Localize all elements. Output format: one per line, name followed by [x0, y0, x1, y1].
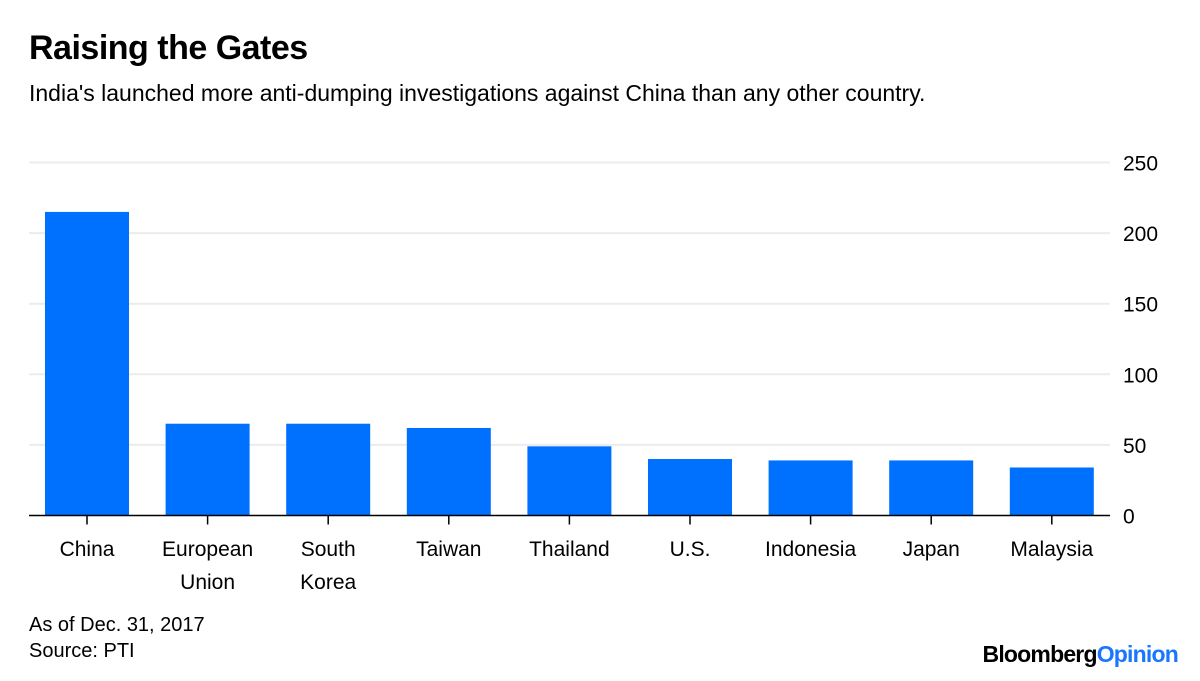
bloomberg-opinion-logo: BloombergOpinion — [982, 641, 1179, 668]
chart-subtitle: India's launched more anti-dumping inves… — [29, 80, 926, 106]
footnote-date: As of Dec. 31, 2017 — [29, 614, 205, 636]
x-category-label: European Union — [162, 538, 253, 594]
bar — [648, 459, 732, 516]
bar — [286, 423, 371, 516]
y-tick-label: 50 — [1123, 435, 1146, 458]
brand-bloomberg: Bloomberg — [982, 641, 1098, 667]
source-note: Source: PTI — [29, 640, 135, 662]
bar — [165, 423, 250, 516]
bar — [768, 460, 853, 516]
bar — [889, 460, 974, 516]
x-axis-category-labels: China European Union South Korea Taiwan Thaila… — [60, 538, 1094, 594]
bar — [527, 446, 612, 516]
bar — [406, 427, 491, 516]
y-tick-label: 250 — [1123, 153, 1158, 176]
y-tick-label: 150 — [1123, 294, 1158, 317]
x-category-label: China — [60, 538, 115, 561]
x-category-label: Japan — [903, 538, 960, 561]
y-axis-tick-labels: 0 50 100 150 200 250 — [1123, 153, 1158, 529]
x-category-label: South Korea — [300, 538, 356, 594]
x-category-label: Taiwan — [416, 538, 481, 561]
brand-opinion: Opinion — [1096, 641, 1179, 667]
gridlines — [29, 161, 1110, 446]
x-category-label: Malaysia — [1010, 538, 1093, 561]
x-axis — [29, 514, 1110, 525]
y-tick-label: 0 — [1123, 506, 1135, 529]
y-tick-label: 200 — [1123, 223, 1158, 246]
bars — [45, 211, 1094, 516]
y-tick-label: 100 — [1123, 364, 1158, 387]
x-category-label: U.S. — [670, 538, 711, 561]
bar — [45, 211, 129, 516]
x-category-label: Thailand — [529, 538, 610, 561]
bar — [1009, 467, 1094, 516]
chart-title: Raising the Gates — [29, 29, 308, 67]
x-category-label: Indonesia — [765, 538, 856, 561]
